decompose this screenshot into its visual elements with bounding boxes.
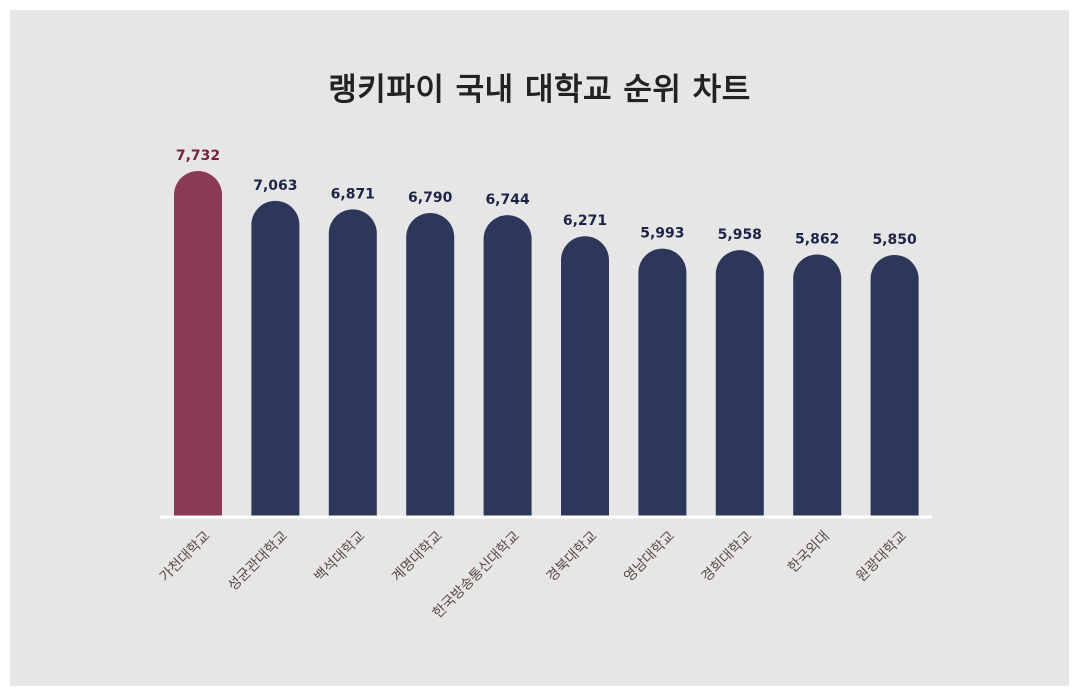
value-label-3: 6,871 bbox=[331, 186, 375, 202]
bar-1 bbox=[174, 171, 222, 516]
bar-5 bbox=[483, 215, 532, 516]
bar-10 bbox=[870, 254, 919, 516]
bar-3 bbox=[328, 209, 377, 516]
value-label-6: 6,271 bbox=[563, 213, 607, 229]
bar-9 bbox=[793, 254, 842, 516]
category-label-3: 백석대학교 bbox=[312, 528, 369, 585]
value-label-1: 7,732 bbox=[176, 148, 220, 164]
category-label-2: 성균관대학교 bbox=[225, 528, 291, 594]
category-label-7: 영남대학교 bbox=[621, 528, 678, 585]
value-label-7: 5,993 bbox=[640, 226, 684, 242]
bar-8 bbox=[715, 250, 764, 516]
bar-7 bbox=[638, 248, 687, 516]
value-label-9: 5,862 bbox=[795, 231, 839, 247]
category-label-4: 계명대학교 bbox=[389, 528, 446, 585]
value-label-2: 7,063 bbox=[253, 178, 297, 194]
bar-4 bbox=[406, 213, 455, 517]
category-label-9: 한국외대 bbox=[785, 528, 833, 576]
value-label-8: 5,958 bbox=[718, 227, 762, 243]
bar-6 bbox=[561, 236, 609, 516]
category-label-8: 경희대학교 bbox=[699, 528, 756, 585]
category-label-6: 경북대학교 bbox=[544, 528, 601, 585]
category-label-1: 가천대학교 bbox=[157, 528, 214, 585]
category-label-10: 원광대학교 bbox=[853, 528, 910, 585]
value-label-4: 6,790 bbox=[408, 190, 453, 206]
category-label-5: 한국방송통신대학교 bbox=[430, 528, 523, 621]
chart-title: 랭키파이 국내 대학교 순위 차트 bbox=[328, 72, 751, 108]
value-label-10: 5,850 bbox=[872, 232, 917, 248]
bar-2 bbox=[251, 200, 300, 516]
value-label-5: 6,744 bbox=[485, 192, 530, 208]
